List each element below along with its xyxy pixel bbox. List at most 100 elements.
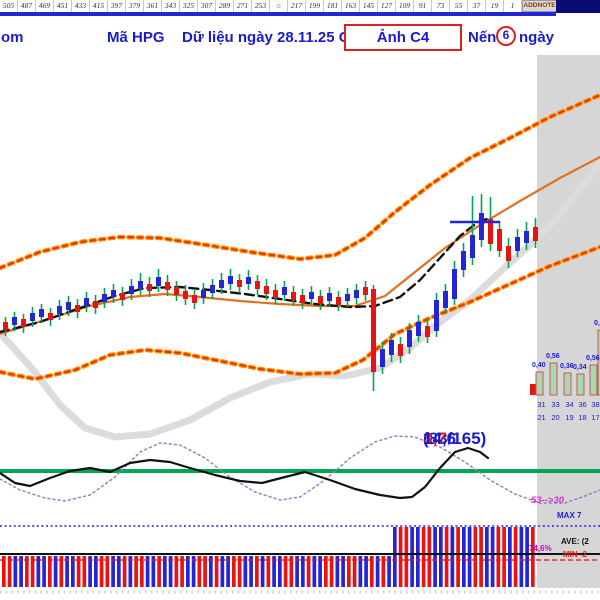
candle-body bbox=[407, 330, 412, 347]
ruler-number-cell: 361 bbox=[144, 0, 162, 12]
hist-bar bbox=[186, 556, 190, 587]
ruler-divider-bar bbox=[0, 12, 556, 16]
ruler-number-cell: 163 bbox=[342, 0, 360, 12]
oscillator-zero-line bbox=[0, 469, 600, 473]
candle-body bbox=[183, 291, 188, 299]
candle-body bbox=[291, 292, 296, 300]
candle-body bbox=[39, 309, 44, 317]
image-box-button[interactable]: Ảnh C4 bbox=[344, 24, 462, 51]
upper-band-core bbox=[0, 94, 600, 269]
mini-bar bbox=[563, 372, 572, 396]
candle-body bbox=[497, 229, 502, 251]
orange-ma-line bbox=[0, 155, 600, 336]
window-corner-block bbox=[556, 0, 600, 13]
candle-body bbox=[479, 213, 484, 240]
ruler-number-cell: 145 bbox=[360, 0, 378, 12]
hist-bar bbox=[450, 527, 455, 587]
candle-body bbox=[443, 291, 448, 308]
candle-body bbox=[363, 287, 368, 295]
hist-bar bbox=[381, 556, 386, 587]
addnote-button[interactable]: ADDNOTE bbox=[522, 0, 557, 12]
hist-bar bbox=[439, 527, 443, 587]
hist-bar bbox=[99, 556, 104, 587]
hist-bar bbox=[71, 556, 75, 587]
hist-bar bbox=[25, 556, 29, 587]
hist-bar bbox=[513, 527, 518, 587]
hist-bar bbox=[128, 556, 133, 587]
hist-bar bbox=[473, 527, 478, 587]
candle-body bbox=[461, 251, 466, 270]
hist-bar bbox=[94, 556, 98, 587]
hist-bar bbox=[36, 556, 41, 587]
hist-bar bbox=[531, 527, 535, 587]
ruler-number-cell: 505 bbox=[0, 0, 18, 12]
hist-bar bbox=[312, 556, 317, 587]
candle-count-badge[interactable]: 6 bbox=[496, 26, 516, 46]
hist-bar bbox=[163, 556, 167, 587]
candle-body bbox=[84, 298, 89, 306]
candle-body bbox=[120, 293, 125, 300]
hist-bar bbox=[145, 556, 150, 587]
candle-body bbox=[111, 290, 116, 297]
candle-body bbox=[309, 292, 314, 299]
hist-bar bbox=[65, 556, 69, 587]
hist-bar bbox=[226, 556, 230, 587]
candle-body bbox=[506, 246, 511, 261]
candle-body bbox=[147, 284, 152, 291]
side-panel bbox=[537, 55, 600, 588]
ruler-number-cell: 37 bbox=[468, 0, 486, 12]
hist-bar bbox=[7, 556, 12, 587]
hist-bar bbox=[243, 556, 248, 587]
hist-bar bbox=[329, 556, 334, 587]
hist-bar bbox=[203, 556, 207, 587]
candle-body bbox=[228, 276, 233, 284]
hist-bar bbox=[289, 556, 294, 587]
candle-body bbox=[282, 287, 287, 295]
hist-bar bbox=[393, 527, 397, 587]
hist-bar bbox=[456, 527, 460, 587]
bar-number-ruler: 505 487 469 451 433 415 397 379 361 343 325 307 289 2… bbox=[0, 0, 557, 12]
candle-body bbox=[219, 280, 224, 288]
candle-body bbox=[318, 296, 323, 304]
hist-bar bbox=[352, 556, 357, 587]
hist-bar bbox=[209, 556, 213, 587]
candle-body bbox=[273, 290, 278, 298]
hist-bar bbox=[220, 556, 225, 587]
candle-body bbox=[416, 322, 421, 336]
hist-bar bbox=[416, 527, 420, 587]
hist-bar bbox=[260, 556, 265, 587]
hist-bar bbox=[266, 556, 271, 587]
hist-bar bbox=[191, 556, 196, 587]
hist-bar bbox=[168, 556, 173, 587]
ruler-number-cell: 397 bbox=[108, 0, 126, 12]
hist-bar bbox=[249, 556, 253, 587]
ruler-number-cell: 19 bbox=[486, 0, 504, 12]
hist-bar bbox=[479, 527, 483, 587]
ruler-number-cell: 325 bbox=[180, 0, 198, 12]
hist-bar bbox=[105, 556, 110, 587]
hist-bar bbox=[88, 556, 92, 587]
image-box-label: Ảnh C4 bbox=[376, 29, 430, 46]
hist-bar bbox=[30, 556, 35, 587]
ruler-number-cell: 487 bbox=[18, 0, 36, 12]
candle-body bbox=[129, 286, 134, 294]
ruler-number-cell: 451 bbox=[54, 0, 72, 12]
hist-bar bbox=[444, 527, 449, 587]
candle-body bbox=[201, 290, 206, 298]
oscillator-black-line bbox=[0, 446, 490, 500]
upper-band-line bbox=[0, 92, 600, 271]
hist-bar bbox=[197, 556, 202, 587]
hist-bar bbox=[59, 556, 64, 587]
candle-body bbox=[3, 322, 8, 330]
hist-bar bbox=[410, 527, 414, 587]
hist-bar bbox=[387, 556, 391, 587]
hist-bar bbox=[347, 556, 351, 587]
ruler-number-cell: 379 bbox=[126, 0, 144, 12]
hist-bar bbox=[485, 527, 489, 587]
hist-bar bbox=[111, 556, 115, 587]
candle-body bbox=[93, 301, 98, 308]
candle-body bbox=[371, 289, 376, 372]
hist-bar bbox=[13, 556, 18, 587]
hist-bar bbox=[151, 556, 156, 587]
